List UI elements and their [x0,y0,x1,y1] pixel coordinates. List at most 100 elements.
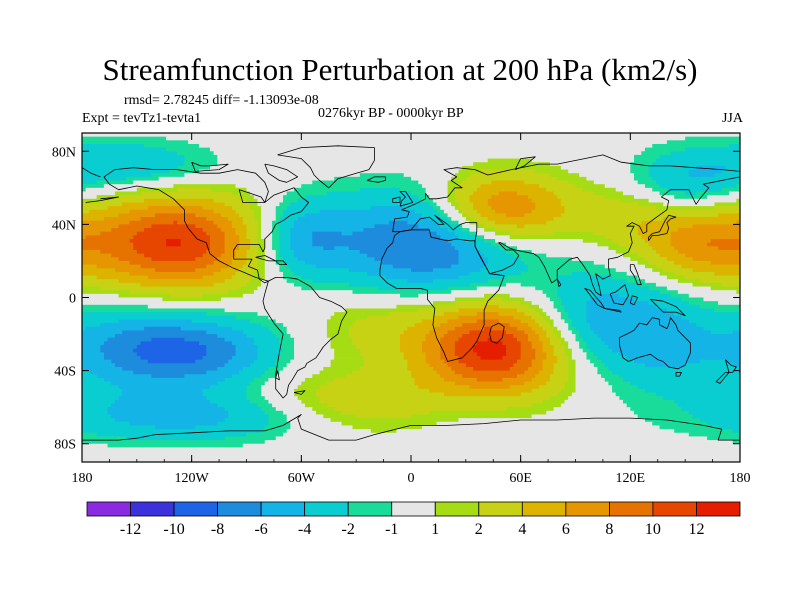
field-cell [707,195,740,200]
field-cell [129,220,174,225]
field-cell [725,359,740,364]
field-cell [301,381,328,386]
field-cell [506,282,522,288]
field-cell [659,253,686,258]
field-cell [520,319,536,324]
field-cell [495,228,639,233]
field-cell [107,410,229,416]
field-cell [542,290,558,295]
field-cell [557,282,639,288]
field-cell [487,260,525,266]
field-cell [517,308,536,313]
field-cell [363,355,405,361]
field-cell [257,348,284,353]
field-cell [334,246,350,251]
field-cell [432,326,456,331]
field-cell [520,257,573,262]
field-cell [546,330,555,335]
field-cell [480,355,503,361]
field-cell [491,195,529,200]
field-cell [264,410,284,416]
field-cell [268,366,284,372]
field-cell [268,315,332,321]
field-cell [546,253,624,258]
field-cell [432,315,460,321]
field-cell [546,293,558,299]
colorbar-label: -1 [385,521,398,538]
field-cell [140,191,233,196]
field-cell [608,381,631,386]
field-cell [400,334,427,339]
field-cell [553,231,595,236]
field-cell [509,385,540,390]
field-cell [663,202,716,207]
colorbar-swatch [609,501,654,517]
field-cell [209,235,226,240]
field-cell [82,235,87,240]
field-cell [506,249,533,255]
field-cell [147,206,204,211]
field-cell [655,180,740,185]
colorbar-swatch [521,501,567,517]
field-cell [586,301,650,306]
field-cell [279,268,291,273]
field-cell [89,209,131,215]
field-cell [535,319,547,324]
field-cell [264,268,280,273]
field-cell [421,348,441,353]
field-cell [239,268,259,273]
field-cell [560,341,569,346]
field-cell [279,231,291,236]
field-cell [151,173,185,178]
field-cell [367,271,471,277]
field-cell [524,224,639,229]
field-cell [575,385,613,390]
field-cell [82,253,112,258]
x-tick-label: 120W [175,471,210,486]
field-cell [432,279,489,284]
field-cell [224,436,277,441]
field-cell [82,136,167,141]
field-cell [253,359,277,364]
field-cell [458,249,482,255]
field-cell [246,396,266,401]
field-cell [476,377,503,383]
field-cell [264,249,277,255]
field-cell [272,242,280,247]
field-cell [82,436,127,441]
field-cell [275,407,313,412]
field-cell [549,315,562,321]
field-cell [133,348,207,353]
field-cell [590,271,628,277]
field-cell [304,377,335,383]
field-cell [623,377,740,383]
field-cell [290,246,324,251]
field-cell [228,290,255,295]
field-cell [531,414,639,419]
field-cell [586,341,606,346]
field-cell [82,399,116,405]
field-cell [133,370,207,375]
field-cell [473,206,493,211]
field-cell [626,355,740,361]
field-cell [699,418,740,423]
field-cell [462,323,511,328]
field-cell [275,319,328,324]
field-cell [389,312,445,317]
field-cell [268,326,288,331]
field-cell [359,187,401,193]
field-cell [82,264,98,269]
field-cell [253,275,266,280]
field-cell [568,323,573,328]
field-cell [407,366,434,372]
field-cell [447,187,456,193]
field-cell [279,228,291,233]
field-cell [129,290,229,295]
field-cell [462,213,467,218]
field-cell [535,348,544,353]
field-cell [447,180,463,185]
field-cell [604,377,624,383]
field-cell [268,399,302,405]
field-cell [520,352,536,357]
